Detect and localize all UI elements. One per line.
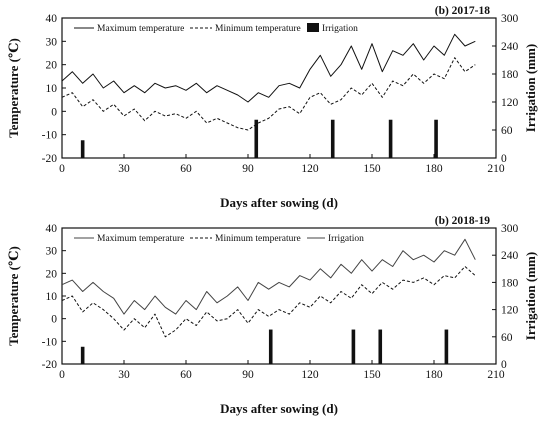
y2-tick-label: 60	[501, 332, 513, 344]
min-temperature-line	[61, 266, 476, 338]
legend-swatch-irrigation	[307, 23, 319, 32]
x-tick-label: 180	[425, 163, 443, 175]
legend: Maximum temperature Minimum temperature Ir…	[74, 23, 358, 34]
irrigation-bar	[80, 140, 85, 158]
y2-tick-label: 180	[501, 69, 519, 81]
x-axis-label: Days after sowing (d)	[220, 195, 338, 210]
min-temperature-line	[61, 57, 476, 131]
y-tick-label: 0	[51, 106, 57, 118]
x-tick-label: 120	[301, 369, 319, 381]
y2-tick-label: 240	[501, 41, 519, 53]
legend-label-max: Maximum temperature	[97, 24, 184, 34]
legend-label-irrigation: Irrigation	[322, 24, 358, 34]
y2-tick-label: 240	[501, 250, 519, 262]
x-axis-label: Days after sowing (d)	[220, 401, 338, 416]
y-tick-label: 10	[46, 83, 58, 95]
y-axis-label: Temperature (℃)	[6, 246, 21, 346]
y-tick-label: 30	[46, 36, 58, 48]
y2-tick-label: 60	[501, 125, 513, 137]
x-tick-label: 180	[425, 369, 443, 381]
y-tick-label: 30	[46, 246, 58, 258]
y-tick-label: 0	[51, 314, 57, 326]
x-tick-label: 120	[301, 163, 319, 175]
x-tick-label: 60	[180, 369, 192, 381]
y-tick-label: -20	[42, 153, 58, 165]
x-tick-label: 210	[487, 163, 505, 175]
legend-label-min: Minimum temperature	[215, 234, 301, 244]
y2-axis-label: Irrigation (mm)	[523, 252, 538, 340]
irrigation-bar	[388, 119, 393, 158]
x-tick-label: 0	[59, 369, 65, 381]
y2-axis-label: Irrigation (mm)	[523, 44, 538, 132]
irrigation-bar	[444, 329, 449, 364]
irrigation-bar	[378, 329, 383, 364]
plot-frame	[61, 17, 497, 159]
irrigation-bar	[80, 346, 85, 364]
y-tick-label: -20	[42, 359, 58, 371]
y2-tick-label: 120	[501, 305, 519, 317]
y-tick-label: 10	[46, 291, 58, 303]
x-tick-label: 150	[363, 163, 381, 175]
y2-tick-label: 0	[501, 359, 507, 371]
y2-tick-label: 0	[501, 153, 507, 165]
max-temperature-line	[61, 238, 476, 315]
x-tick-label: 210	[487, 369, 505, 381]
max-temperature-line	[61, 33, 476, 103]
chart-panel-2: 0 30 60 90 120 150 180 210 -20 -10 0 10 20 30 40 0 60 120…	[6, 215, 538, 416]
y2-tick-label: 300	[501, 13, 519, 25]
x-tick-label: 90	[242, 163, 254, 175]
x-tick-label: 0	[59, 163, 65, 175]
irrigation-bar	[330, 119, 335, 158]
y-tick-label: -10	[42, 336, 58, 348]
y2-tick-label: 180	[501, 277, 519, 289]
panel-title: (b) 2017-18	[435, 5, 491, 17]
y-tick-label: 20	[46, 60, 58, 72]
plot-frame	[61, 227, 497, 365]
panel-title: (b) 2018-19	[435, 215, 491, 227]
y2-tick-label: 120	[501, 97, 519, 109]
x-tick-label: 150	[363, 369, 381, 381]
chart-panel-1: 0 30 60 90 120 150 180 210 -20 -10 0 10 20 30 40 0 60 120…	[6, 5, 538, 210]
x-tick-label: 30	[118, 163, 130, 175]
x-tick-label: 30	[118, 369, 130, 381]
legend: Maximum temperature Minimum temperature Ir…	[74, 234, 364, 244]
irrigation-bar	[268, 329, 273, 364]
irrigation-bar	[434, 119, 438, 158]
y2-tick-label: 300	[501, 223, 519, 235]
irrigation-bar	[351, 329, 356, 364]
legend-label-max: Maximum temperature	[97, 234, 184, 244]
x-tick-label: 60	[180, 163, 192, 175]
x-tick-label: 90	[242, 369, 254, 381]
legend-label-irrigation: Irrigation	[328, 234, 364, 244]
legend-label-min: Minimum temperature	[215, 24, 301, 34]
y-tick-label: 40	[46, 13, 58, 25]
y-tick-label: 20	[46, 268, 58, 280]
irrigation-bar	[254, 119, 259, 158]
y-tick-label: 40	[46, 223, 58, 235]
y-tick-label: -10	[42, 130, 58, 142]
y-axis-label: Temperature (℃)	[6, 38, 21, 138]
